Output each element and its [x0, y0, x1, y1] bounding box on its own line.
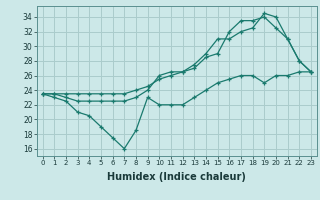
X-axis label: Humidex (Indice chaleur): Humidex (Indice chaleur) [108, 172, 246, 182]
